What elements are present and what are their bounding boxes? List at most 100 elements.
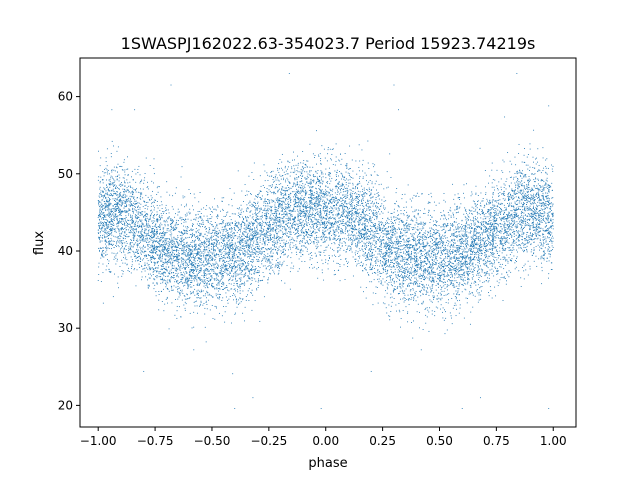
data-point — [433, 273, 435, 275]
data-point — [182, 244, 184, 246]
data-point — [417, 263, 419, 265]
data-point — [237, 238, 239, 240]
data-point — [167, 244, 169, 246]
data-point — [317, 213, 319, 215]
data-point — [540, 200, 542, 202]
data-point — [301, 231, 302, 233]
data-point — [406, 244, 408, 246]
data-point — [518, 236, 520, 238]
data-point — [139, 231, 141, 233]
data-point — [310, 215, 312, 217]
data-point — [411, 218, 413, 220]
data-point — [167, 282, 169, 284]
data-point — [403, 214, 405, 216]
data-point — [199, 258, 200, 260]
data-point — [115, 200, 116, 202]
data-point — [99, 165, 101, 167]
data-point — [182, 197, 184, 199]
data-point — [355, 261, 356, 262]
data-point — [419, 286, 421, 287]
data-point — [480, 241, 481, 243]
data-point — [242, 238, 244, 240]
data-point — [395, 258, 396, 259]
data-point — [302, 215, 304, 217]
data-point — [516, 207, 517, 209]
data-point — [521, 190, 523, 192]
data-point — [508, 192, 510, 193]
data-point — [385, 259, 387, 261]
data-point — [372, 231, 374, 233]
data-point — [435, 285, 437, 286]
data-point — [467, 214, 469, 216]
data-point — [198, 235, 200, 237]
data-point — [297, 210, 299, 212]
data-point — [219, 294, 221, 296]
data-point — [549, 207, 551, 209]
data-point — [155, 267, 157, 269]
data-point — [362, 209, 364, 211]
data-point — [463, 197, 465, 199]
data-point — [342, 225, 344, 226]
data-point — [530, 189, 532, 191]
data-point — [143, 200, 145, 202]
data-point — [429, 274, 431, 275]
data-point — [343, 241, 345, 243]
data-point — [488, 277, 490, 279]
data-point — [105, 224, 107, 226]
data-point — [465, 264, 467, 266]
data-point — [115, 245, 117, 246]
data-point — [440, 252, 442, 254]
data-point — [302, 238, 304, 240]
data-point — [441, 236, 443, 238]
data-point — [128, 220, 130, 222]
data-point — [146, 244, 148, 246]
data-point — [129, 181, 131, 183]
data-point — [179, 235, 181, 236]
data-point — [105, 230, 107, 232]
data-point — [143, 200, 145, 202]
data-point — [275, 174, 277, 176]
data-point — [150, 205, 152, 207]
data-point — [396, 267, 398, 268]
data-point — [517, 178, 518, 179]
data-point — [464, 260, 466, 262]
data-point — [374, 231, 375, 233]
data-point — [534, 216, 536, 218]
data-point — [398, 241, 400, 243]
data-point — [275, 265, 277, 267]
data-point — [517, 183, 519, 185]
data-point — [231, 251, 233, 253]
data-point — [530, 190, 532, 192]
data-point — [351, 223, 353, 225]
data-point — [374, 171, 376, 173]
data-point — [346, 221, 348, 223]
data-point — [517, 190, 519, 192]
data-point — [154, 270, 156, 272]
data-point — [138, 235, 140, 237]
data-point — [485, 222, 487, 224]
data-point — [144, 265, 146, 266]
data-point — [160, 269, 162, 271]
data-point — [135, 206, 136, 208]
data-point — [414, 249, 416, 251]
data-point — [214, 254, 216, 256]
data-point — [431, 262, 433, 264]
data-point — [340, 259, 342, 260]
data-point — [99, 250, 101, 252]
data-point — [151, 239, 153, 241]
data-point — [301, 188, 303, 190]
data-point — [365, 264, 367, 266]
data-point — [363, 217, 365, 219]
data-point — [164, 223, 166, 225]
data-point — [448, 293, 450, 295]
data-point — [327, 260, 329, 262]
data-point — [504, 216, 505, 218]
data-point — [107, 235, 109, 237]
data-point — [219, 248, 221, 250]
data-point — [281, 228, 283, 230]
data-point — [249, 231, 251, 233]
data-point — [551, 164, 552, 166]
data-point — [355, 244, 357, 246]
data-point — [116, 198, 118, 200]
data-point — [550, 234, 552, 236]
